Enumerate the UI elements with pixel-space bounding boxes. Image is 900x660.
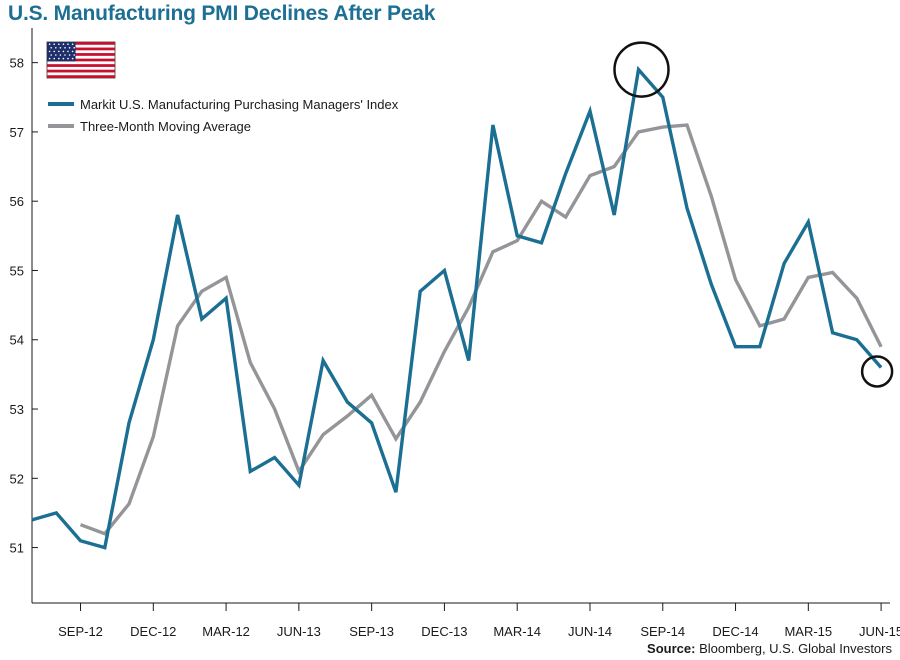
- flag-star: [71, 57, 74, 60]
- peak-highlight-circle: [613, 41, 670, 98]
- flag-stripe: [47, 69, 115, 73]
- moving-average-line: [79, 123, 883, 536]
- axes: [31, 28, 890, 604]
- x-tick-label: JUN-14: [568, 624, 612, 639]
- source-label: Source:: [647, 641, 696, 656]
- flag-star: [64, 47, 66, 49]
- flag-star: [73, 54, 75, 56]
- flag-star: [48, 57, 51, 60]
- x-tick-label: SEP-12: [58, 624, 103, 639]
- x-tick-label: MAR-15: [784, 624, 832, 639]
- flag-star: [62, 43, 65, 45]
- x-tick-label: DEC-14: [712, 624, 758, 639]
- series-lines: [31, 65, 883, 550]
- flag-stripe: [47, 64, 115, 67]
- flag-star: [71, 50, 74, 53]
- x-tick-label: SEP-13: [349, 624, 394, 639]
- flag-star: [67, 57, 69, 60]
- flag-star: [67, 50, 69, 53]
- y-tick-label: 56: [10, 194, 24, 209]
- flag-stripe: [47, 47, 115, 51]
- flag-star: [48, 43, 51, 45]
- x-tick-label: JUN-13: [277, 624, 321, 639]
- flag-star: [58, 57, 60, 60]
- flag-star: [71, 43, 74, 45]
- us-flag-icon: [46, 41, 116, 79]
- latest-value-circle: [860, 355, 894, 388]
- x-axis-ticks: SEP-12 DEC-12 MAR-12 JUN-13 SEP-13 DEC-13 MAR-…: [58, 603, 900, 639]
- legend-label: Markit U.S. Manufacturing Purchasing Man…: [80, 97, 399, 112]
- x-tick-label: SEP-14: [640, 624, 685, 639]
- legend: Markit U.S. Manufacturing Purchasing Man…: [48, 97, 399, 134]
- annotations: [613, 41, 894, 388]
- flag-star: [53, 57, 55, 60]
- y-tick-label: 53: [10, 402, 24, 417]
- chart-title: U.S. Manufacturing PMI Declines After Pe…: [8, 2, 436, 25]
- flag-canton: [47, 42, 76, 62]
- flag-star: [67, 43, 69, 45]
- x-tick-label: MAR-12: [202, 624, 250, 639]
- flag-star: [53, 50, 55, 53]
- y-tick-label: 51: [10, 541, 24, 556]
- flag-star: [68, 47, 71, 49]
- y-tick-label: 54: [10, 333, 24, 348]
- flag-star: [55, 54, 57, 56]
- flag-star: [48, 50, 51, 53]
- x-tick-label: DEC-13: [421, 624, 467, 639]
- flag-stripe: [47, 53, 115, 56]
- flag-star: [62, 50, 65, 53]
- x-tick-label: MAR-14: [493, 624, 541, 639]
- x-tick-label: JUN-15: [859, 624, 900, 639]
- y-tick-label: 55: [10, 263, 24, 278]
- y-tick-label: 57: [10, 125, 24, 140]
- flag-star: [50, 47, 52, 49]
- flag-stripe: [47, 75, 115, 78]
- flag-star: [58, 50, 60, 53]
- flag-star: [58, 43, 60, 45]
- flag-star: [62, 57, 65, 60]
- y-axis-ticks: 51 52 53 54 55 56 57 58: [10, 56, 38, 556]
- flag-star: [68, 54, 71, 56]
- flag-star: [50, 54, 52, 56]
- y-tick-label: 58: [10, 56, 24, 71]
- flag-star: [59, 54, 62, 56]
- x-tick-label: DEC-12: [130, 624, 176, 639]
- source-line: Source: Bloomberg, U.S. Global Investors: [647, 641, 892, 656]
- flag-star: [55, 47, 57, 49]
- flag-stripe: [47, 42, 115, 45]
- flag-stripe: [47, 58, 115, 62]
- legend-label: Three-Month Moving Average: [80, 119, 251, 134]
- source-text: Bloomberg, U.S. Global Investors: [699, 641, 892, 656]
- pmi-series-line: [31, 65, 883, 550]
- y-tick-label: 52: [10, 471, 24, 486]
- flag-star: [53, 43, 55, 45]
- flag-star: [64, 54, 66, 56]
- flag-star: [59, 47, 62, 49]
- flag-star: [73, 47, 75, 49]
